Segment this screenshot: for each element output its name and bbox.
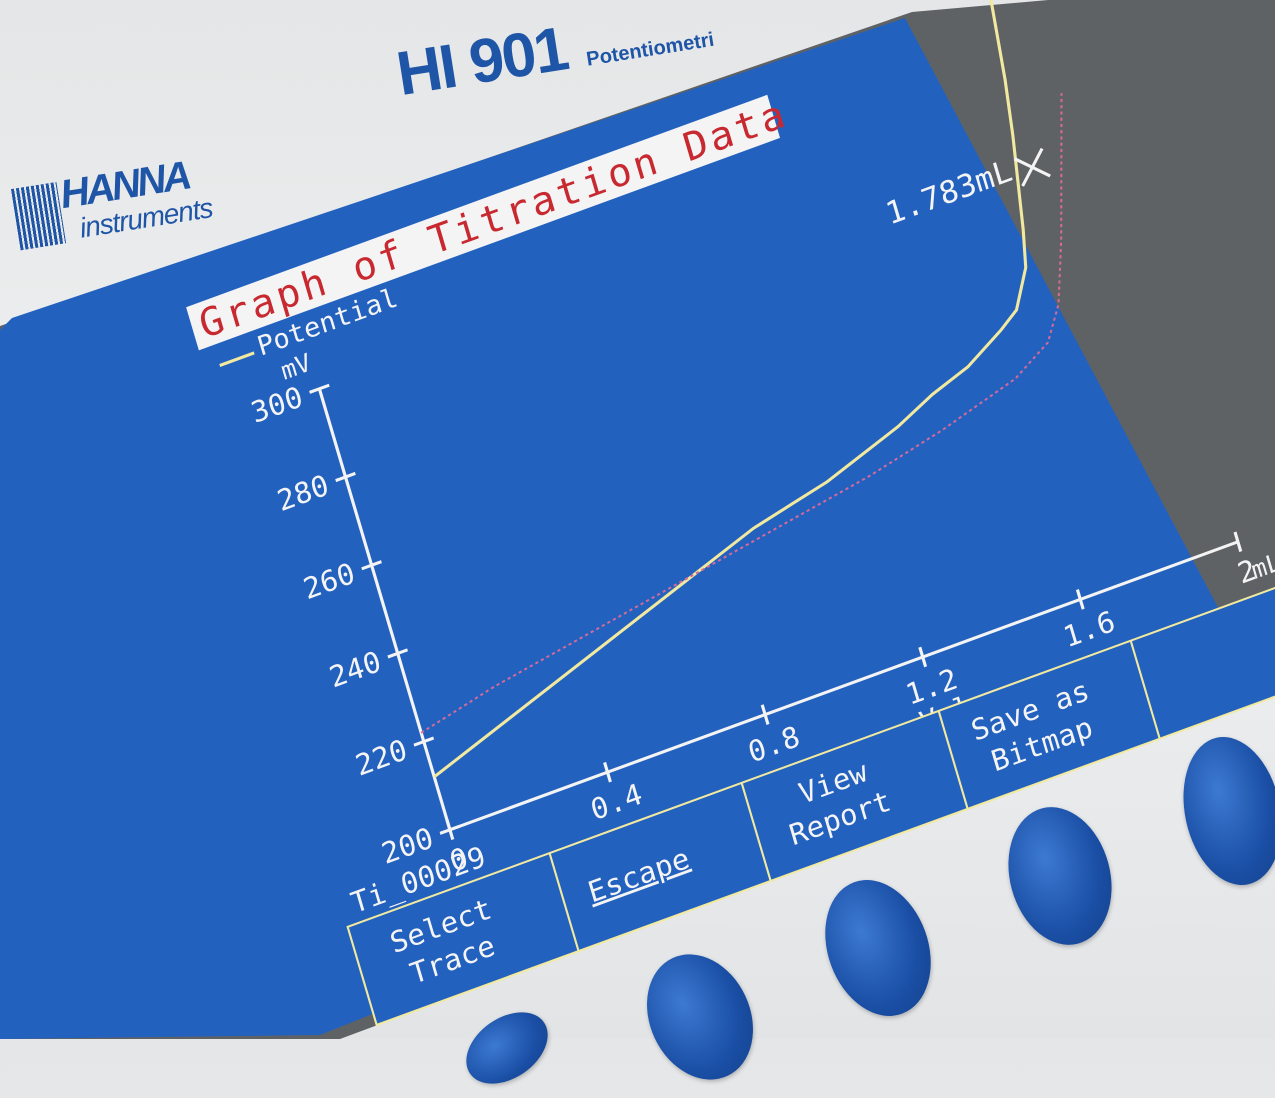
softkey-bar-frame: [346, 572, 1275, 1027]
x-tick-mark: [760, 704, 770, 725]
y-tick-mark: [335, 471, 356, 483]
lcd-screen: Graph of Titration Data Potential 200220…: [0, 0, 1275, 1039]
x-axis: [449, 540, 1239, 832]
x-tick-mark: [603, 761, 612, 783]
y-tick-mark: [361, 560, 382, 571]
y-axis: [317, 388, 452, 831]
x-tick-mark: [445, 819, 455, 841]
series-line-1: [433, 0, 1028, 779]
endpoint-marker-cross: [1021, 147, 1044, 187]
x-tick-mark: [1075, 589, 1085, 610]
legend-swatch: [219, 351, 255, 367]
x-tick-mark: [1233, 531, 1243, 553]
series-line-2: [420, 93, 1063, 734]
y-tick-mark: [413, 736, 435, 747]
y-tick-mark: [309, 383, 330, 394]
x-tick-mark: [918, 646, 928, 668]
y-tick-mark: [387, 648, 408, 659]
title-background: [186, 94, 781, 351]
